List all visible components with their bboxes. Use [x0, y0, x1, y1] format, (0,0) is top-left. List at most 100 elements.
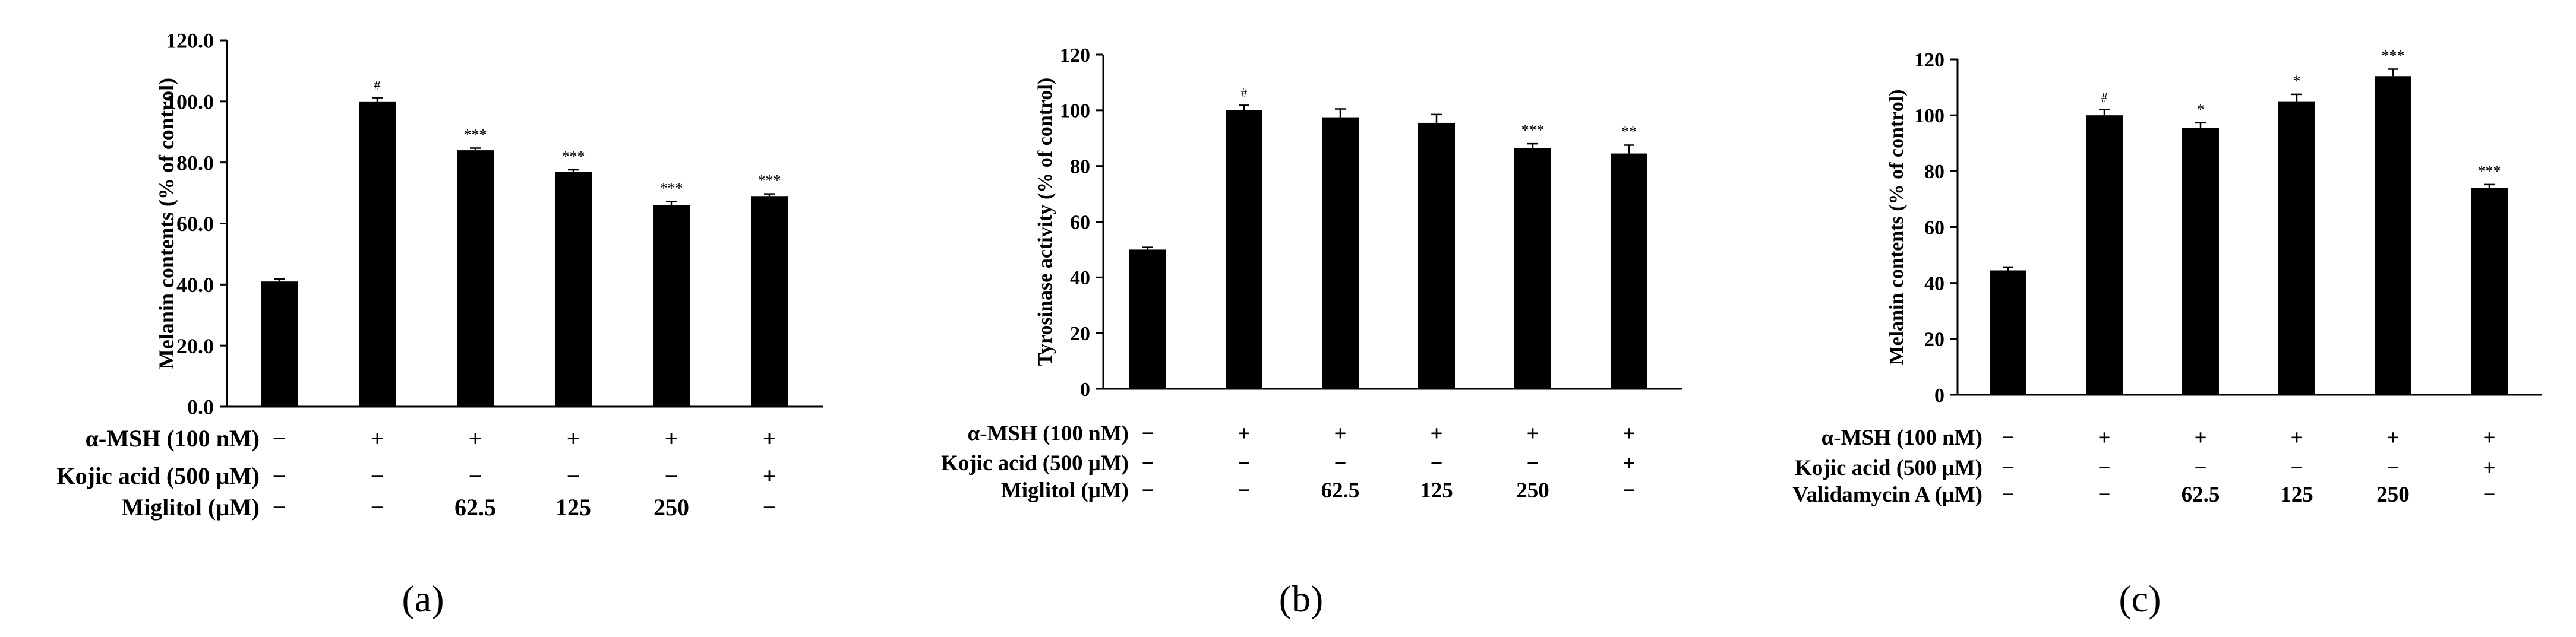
- y-tick-label: 60: [1070, 211, 1090, 233]
- treatment-row-value: −: [1141, 478, 1154, 503]
- treatment-row-value: +: [2194, 426, 2206, 450]
- treatment-row-value: −: [1622, 478, 1635, 503]
- treatment-row-value: +: [2098, 426, 2110, 450]
- significance-mark: #: [2101, 90, 2108, 104]
- treatment-row-value: +: [2386, 426, 2399, 450]
- treatment-row-value: −: [1141, 422, 1154, 446]
- treatment-row-value: +: [2483, 456, 2495, 480]
- bar: [457, 150, 494, 407]
- y-tick-label: 80.0: [176, 151, 214, 175]
- y-tick-label: 120.0: [166, 29, 214, 53]
- bar: [1129, 249, 1166, 389]
- treatment-row-value: 62.5: [454, 494, 496, 521]
- treatment-row-value: −: [371, 462, 384, 489]
- significance-mark: ***: [660, 179, 683, 197]
- treatment-row-value: −: [2483, 483, 2495, 507]
- panel-label: (a): [402, 578, 444, 620]
- y-tick-label: 100: [1914, 105, 1944, 127]
- treatment-row-value: 250: [1516, 478, 1549, 503]
- y-tick-label: 0.0: [187, 395, 214, 419]
- y-tick-label: 0: [1934, 385, 1944, 407]
- y-tick-label: 60: [1924, 217, 1944, 239]
- treatment-row-value: 125: [555, 494, 591, 521]
- y-axis-label: Melanin contents (% of control): [154, 78, 178, 369]
- bar: [751, 196, 788, 407]
- y-tick-label: 80: [1070, 156, 1090, 178]
- y-axis-label: Melanin contents (% of control): [1886, 90, 1908, 365]
- significance-mark: *: [2293, 72, 2301, 90]
- bar: [2278, 101, 2315, 395]
- y-tick-label: 40.0: [176, 273, 214, 297]
- bar: [359, 101, 396, 407]
- bar: [2375, 76, 2411, 395]
- treatment-row-value: +: [1430, 422, 1442, 446]
- chart-panel-a: 0.0 20.0 40.0 60.0 80.0 100.0 120.0 Melanin con…: [57, 29, 823, 620]
- treatment-row-label: α-MSH (100 nM): [86, 425, 260, 452]
- treatment-row-label: Kojic acid (500 μM): [57, 462, 260, 489]
- bar: [261, 281, 298, 407]
- significance-mark: *: [2197, 101, 2205, 118]
- y-tick-label: 40: [1924, 273, 1944, 295]
- y-tick-label: 100.0: [166, 90, 214, 113]
- significance-mark: #: [1241, 85, 1248, 100]
- treatment-row-value: 250: [654, 494, 689, 521]
- significance-mark: ***: [758, 172, 781, 189]
- treatment-row-value: +: [1622, 451, 1635, 476]
- treatment-row-value: −: [273, 494, 286, 521]
- treatment-row-value: −: [1238, 451, 1250, 476]
- y-tick-label: 20: [1070, 323, 1090, 345]
- treatment-row-value: +: [1622, 422, 1635, 446]
- bar: [2182, 128, 2219, 395]
- treatment-row-value: −: [1141, 451, 1154, 476]
- y-tick-label: 100: [1060, 100, 1090, 122]
- significance-mark: ***: [562, 148, 585, 165]
- bar: [555, 172, 592, 407]
- y-tick-label: 0: [1080, 379, 1090, 401]
- significance-mark: ***: [2382, 47, 2405, 64]
- treatment-row-value: −: [2002, 426, 2014, 450]
- bar: [1990, 270, 2026, 395]
- y-tick-label: 120: [1914, 49, 1944, 71]
- treatment-row-label: α-MSH (100 nM): [968, 422, 1129, 446]
- bar: [2471, 188, 2508, 395]
- significance-mark: #: [374, 78, 381, 93]
- treatment-row-value: +: [371, 425, 384, 452]
- bar: [1226, 110, 1262, 389]
- treatment-row-value: +: [763, 462, 776, 489]
- treatment-row-value: 125: [1420, 478, 1453, 503]
- y-tick-label: 20: [1924, 329, 1944, 351]
- panel-label: (c): [2119, 578, 2161, 620]
- treatment-row-value: +: [665, 425, 678, 452]
- treatment-row-value: 62.5: [1321, 478, 1360, 503]
- treatment-row-value: +: [1334, 422, 1346, 446]
- treatment-row-value: −: [2098, 456, 2110, 480]
- treatment-row-value: −: [567, 462, 580, 489]
- treatment-row-value: +: [763, 425, 776, 452]
- treatment-row-value: −: [2002, 456, 2014, 480]
- treatment-row-value: +: [469, 425, 482, 452]
- treatment-row-value: −: [763, 494, 776, 521]
- treatment-row-value: 125: [2280, 483, 2313, 507]
- y-tick-label: 60.0: [176, 212, 214, 236]
- y-tick-label: 80: [1924, 161, 1944, 183]
- chart-panel-c: 0 20 40 60 80 100 120 Melanin contents (% of co…: [1792, 47, 2543, 620]
- significance-mark: **: [1621, 123, 1637, 140]
- y-tick-label: 40: [1070, 267, 1090, 289]
- treatment-row-value: 62.5: [2182, 483, 2220, 507]
- y-tick-label: 120: [1060, 45, 1090, 66]
- treatment-row-value: −: [2098, 483, 2110, 507]
- treatment-row-value: +: [567, 425, 580, 452]
- treatment-row-value: +: [2290, 426, 2303, 450]
- treatment-row-label: Kojic acid (500 μM): [941, 451, 1129, 476]
- treatment-row-value: −: [1334, 451, 1346, 476]
- significance-mark: ***: [1521, 122, 1545, 139]
- bar: [1611, 153, 1647, 389]
- treatment-row-label: Kojic acid (500 μM): [1795, 456, 1982, 480]
- bar: [1322, 117, 1359, 389]
- treatment-row-value: −: [273, 462, 286, 489]
- treatment-row-value: −: [2194, 456, 2206, 480]
- treatment-row-value: −: [469, 462, 482, 489]
- panel-label: (b): [1279, 578, 1324, 620]
